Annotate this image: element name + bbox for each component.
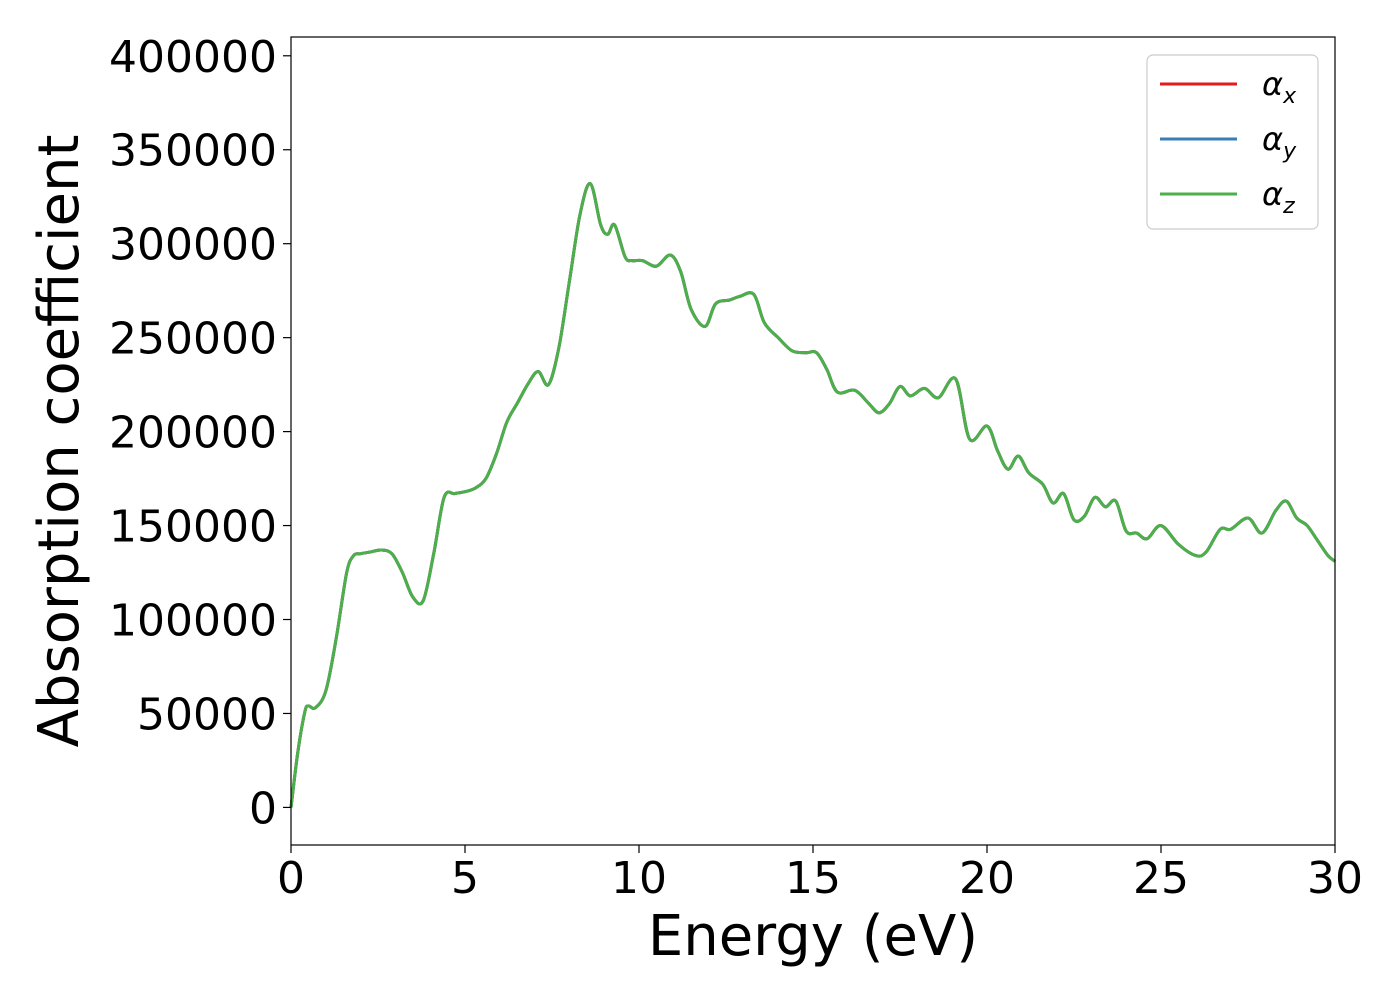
legend: αx αy αz	[1146, 54, 1319, 230]
series-line-x	[289, 182, 1336, 808]
plot-area	[289, 182, 1336, 808]
legend-label-y: αy	[1262, 120, 1297, 164]
x-tick-label: 0	[277, 853, 305, 904]
y-tick-label: 300000	[109, 220, 277, 271]
x-tick-label: 15	[785, 853, 841, 904]
y-axis: 0 50000 100000 150000 200000 250000 300000 3500…	[109, 32, 291, 834]
x-tick-label: 25	[1133, 853, 1189, 904]
y-tick-label: 200000	[109, 408, 277, 459]
x-tick-label: 10	[611, 853, 667, 904]
legend-label-z: αz	[1262, 175, 1295, 219]
legend-box	[1146, 54, 1319, 230]
x-tick-label: 30	[1307, 853, 1363, 904]
y-tick-label: 250000	[109, 314, 277, 365]
series-line-y	[289, 182, 1336, 808]
x-tick-label: 20	[959, 853, 1015, 904]
series-line-z	[289, 182, 1336, 808]
y-axis-title: Absorption coefficient	[27, 135, 92, 748]
y-tick-label: 100000	[109, 596, 277, 647]
y-tick-label: 350000	[109, 126, 277, 177]
y-tick-label: 400000	[109, 32, 277, 83]
y-tick-label: 150000	[109, 502, 277, 553]
y-tick-label: 0	[249, 783, 277, 834]
x-axis: 0 5 10 15 20 25 30	[277, 845, 1363, 904]
y-tick-label: 50000	[137, 689, 277, 740]
x-tick-label: 5	[451, 853, 479, 904]
x-axis-title: Energy (eV)	[648, 904, 978, 969]
legend-label-x: αx	[1262, 65, 1297, 109]
